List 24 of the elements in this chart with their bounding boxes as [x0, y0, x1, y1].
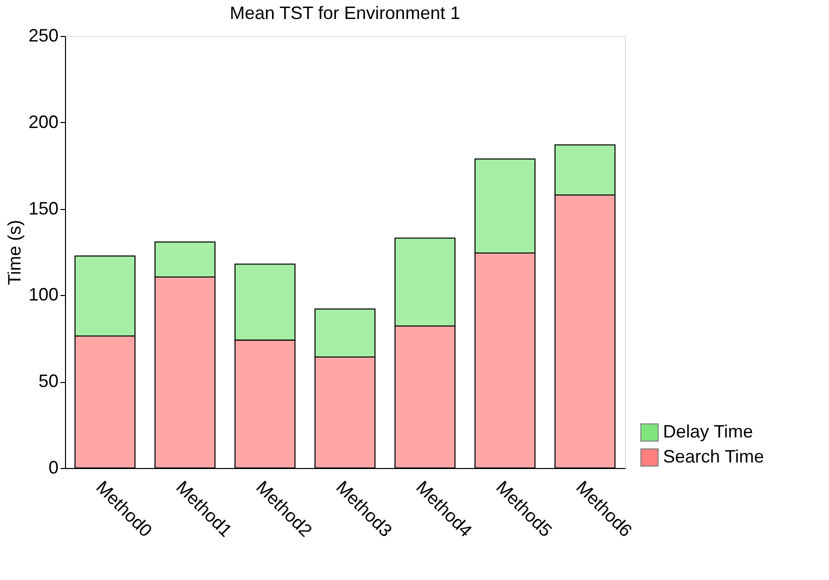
- legend-label: Search Time: [663, 446, 764, 466]
- y-tick-label: 200: [28, 112, 58, 132]
- bar: [234, 340, 296, 468]
- bar: [314, 356, 376, 468]
- legend-label: Delay Time: [663, 422, 754, 442]
- bar: [394, 238, 456, 326]
- bar: [74, 255, 136, 336]
- bar: [314, 308, 376, 358]
- bar: [154, 241, 216, 278]
- y-tick-label: 100: [28, 284, 58, 305]
- bar: [554, 194, 616, 468]
- bar: [154, 276, 216, 468]
- bar: [554, 144, 616, 196]
- bar: [234, 264, 296, 341]
- bar: [74, 335, 136, 468]
- y-tick-label: 150: [28, 198, 58, 218]
- y-axis-title: Time (s): [4, 220, 24, 286]
- bar: [474, 252, 536, 468]
- y-tick-label: 50: [38, 371, 58, 392]
- y-tick-label: 0: [48, 458, 58, 478]
- bar: [474, 158, 536, 254]
- y-tick-label: 250: [28, 26, 58, 46]
- chart-title: Mean TST for Environment 1: [230, 3, 460, 23]
- bar: [394, 325, 456, 468]
